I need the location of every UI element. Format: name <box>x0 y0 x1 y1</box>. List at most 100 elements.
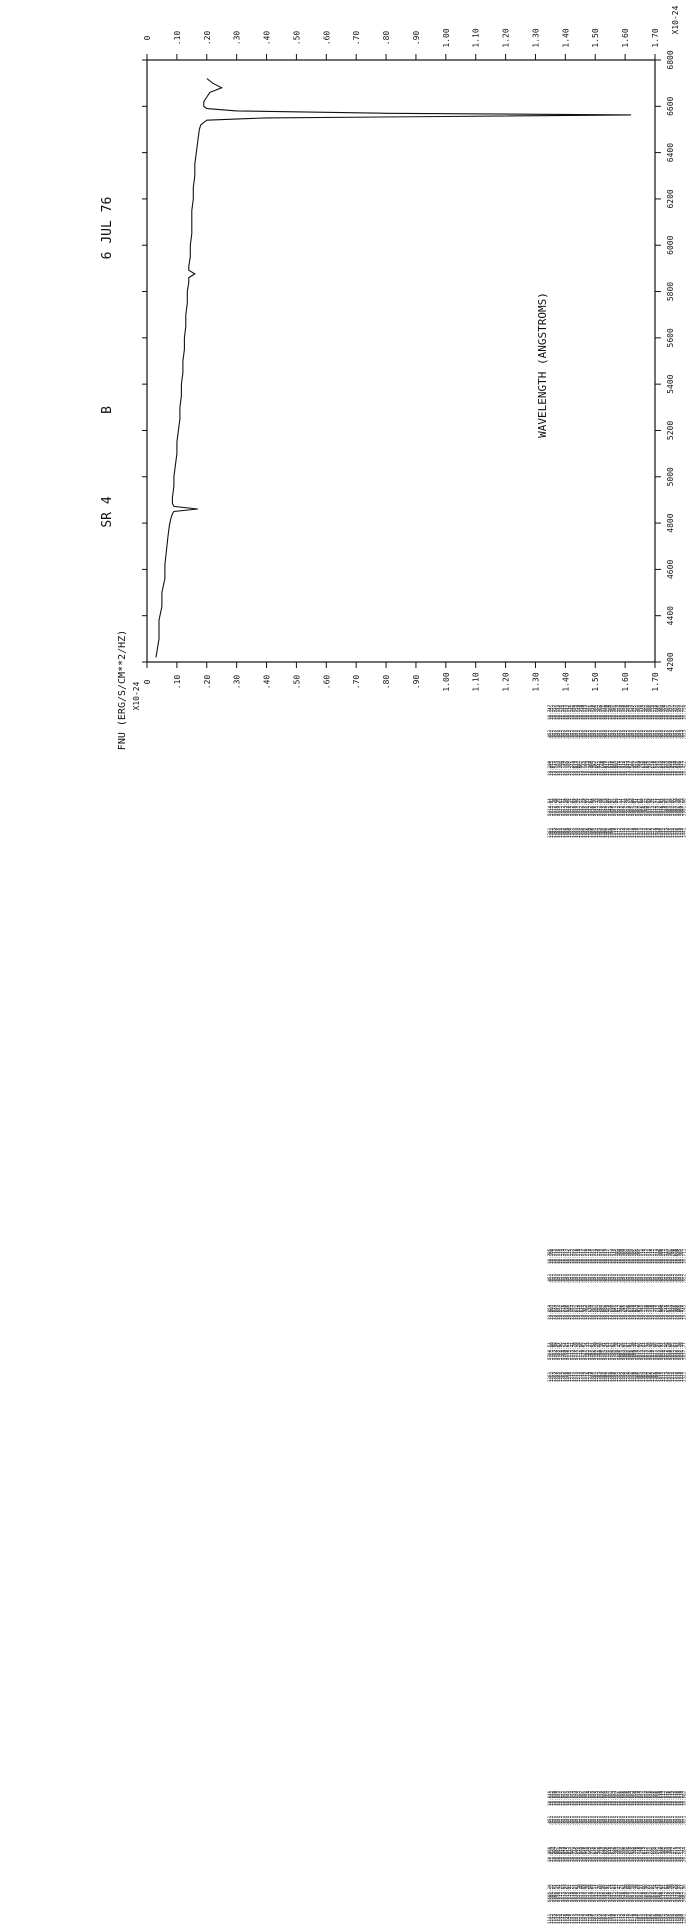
table-cell: 1392 <box>572 827 577 838</box>
table-cell: 1401 <box>592 827 597 838</box>
table-cell: .051 <box>558 1815 563 1826</box>
table-cell: 10.701 <box>668 1248 673 1264</box>
table-cell: 20.820 <box>592 1846 597 1862</box>
y-tick-label-left: .90 <box>412 675 421 690</box>
table-cell: 5646.71 <box>619 1884 624 1902</box>
table-cell: 10.773 <box>650 704 655 720</box>
table-cell: 20.338 <box>659 1846 664 1862</box>
table-cell: 1397 <box>583 827 588 838</box>
table-cell: .051 <box>668 1815 673 1826</box>
table-cell: 10.716 <box>558 1248 563 1264</box>
table-cell: 5830.06 <box>668 1342 673 1360</box>
table-cell: .051 <box>657 1815 662 1826</box>
table-cell: .051 <box>625 1815 630 1826</box>
table-cell: 5764.38 <box>554 1342 559 1360</box>
table-cell: 18.915 <box>619 760 624 776</box>
y-tick-label-right: .80 <box>382 31 391 46</box>
table-cell: 18.874 <box>607 760 612 776</box>
table-cell: 10.758 <box>619 704 624 720</box>
table-cell: .051 <box>603 1815 608 1826</box>
table-cell: 19.182 <box>563 760 568 776</box>
table-cell: 5623.40 <box>578 1884 583 1902</box>
table-cell: 1295 <box>623 1371 628 1382</box>
table-cell: 10.762 <box>675 704 680 720</box>
table-cell: 10.770 <box>639 704 644 720</box>
table-cell: 10.654 <box>641 1790 646 1806</box>
x-tick-label: 5800 <box>666 282 675 301</box>
table-cell: 1383 <box>551 827 556 838</box>
table-cell: 1381 <box>547 827 552 838</box>
x-axis-label: WAVELENGTH (ANGSTROMS) <box>536 292 549 438</box>
table-cell: 19.192 <box>565 760 570 776</box>
table-cell: 10.715 <box>612 1248 617 1264</box>
x-tick-label: 4400 <box>666 606 675 625</box>
table-cell: 10.717 <box>581 1248 586 1264</box>
table-cell: 10.760 <box>603 704 608 720</box>
table-cell: .051 <box>560 1273 565 1284</box>
table-cell: .051 <box>637 1273 642 1284</box>
table-cell: 1271 <box>569 1371 574 1382</box>
table-cell: 10.757 <box>677 704 682 720</box>
table-cell: 5662.25 <box>646 1884 651 1902</box>
table-cell: 10.717 <box>578 1248 583 1264</box>
table-cell: 10.705 <box>614 1248 619 1264</box>
table-cell: 20.284 <box>681 1846 686 1862</box>
table-cell: .051 <box>590 1815 595 1826</box>
table-cell: 20.586 <box>625 1846 630 1862</box>
table-cell: 10.705 <box>632 1248 637 1264</box>
table-cell: 18.878 <box>661 760 666 776</box>
table-cell: 5633.76 <box>596 1884 601 1902</box>
table-cell: .051 <box>630 1815 635 1826</box>
table-cell: 18.838 <box>643 760 648 776</box>
table-cell: 5613.03 <box>560 1884 565 1902</box>
table-cell: .051 <box>547 1273 552 1284</box>
table-cell: 1171 <box>614 1913 619 1924</box>
table-cell: 10.762 <box>610 704 615 720</box>
table-cell: 20.403 <box>668 1846 673 1862</box>
table-cell: 20.775 <box>646 1846 651 1862</box>
table-cell: 1393 <box>574 827 579 838</box>
table-cell: 10.743 <box>556 704 561 720</box>
table-cell: 1264 <box>554 1371 559 1382</box>
table-cell: .051 <box>655 1815 660 1826</box>
table-cell: .051 <box>587 1273 592 1284</box>
table-cell: 5927.41 <box>569 798 574 816</box>
table-cell: 10.654 <box>567 1790 572 1806</box>
table-cell: 19.742 <box>639 1304 644 1320</box>
table-cell: .052 <box>621 729 626 740</box>
table-cell: .051 <box>551 1815 556 1826</box>
table-cell: 10.646 <box>547 1790 552 1806</box>
table-cell: 19.687 <box>599 1304 604 1320</box>
table-cell: 1389 <box>565 827 570 838</box>
table-cell: 5835.20 <box>677 1342 682 1360</box>
table-cell: 5964.34 <box>634 798 639 816</box>
table-cell: 1304 <box>643 1371 648 1382</box>
table-cell: .052 <box>560 729 565 740</box>
table-cell: 5637.65 <box>603 1884 608 1902</box>
y-tick-label-left: .70 <box>352 675 361 690</box>
table-cell: .052 <box>585 729 590 740</box>
table-cell: 10.750 <box>625 704 630 720</box>
table-cell: .052 <box>572 729 577 740</box>
table-cell: 1319 <box>677 1371 682 1382</box>
table-cell: 5803.05 <box>621 1342 626 1360</box>
table-cell: 10.711 <box>681 1248 686 1264</box>
table-cell: 5963.07 <box>632 798 637 816</box>
table-cell: 10.705 <box>547 1248 552 1264</box>
table-cell: 10.659 <box>574 1790 579 1806</box>
table-cell: .052 <box>668 1273 673 1284</box>
table-cell: 5790.16 <box>599 1342 604 1360</box>
table-cell: 5965.61 <box>637 798 642 816</box>
table-cell: .051 <box>576 1273 581 1284</box>
table-cell: 5616.92 <box>567 1884 572 1902</box>
table-cell: 5642.83 <box>612 1884 617 1902</box>
table-cell: .051 <box>572 1273 577 1284</box>
table-cell: .052 <box>605 729 610 740</box>
table-cell: 1290 <box>612 1371 617 1382</box>
table-cell: 19.863 <box>634 1304 639 1320</box>
table-cell: 5655.78 <box>634 1884 639 1902</box>
table-cell: 19.705 <box>585 1304 590 1320</box>
table-cell: 10.705 <box>628 1248 633 1264</box>
table-cell: 20.590 <box>621 1846 626 1862</box>
table-cell: 5826.21 <box>661 1342 666 1360</box>
